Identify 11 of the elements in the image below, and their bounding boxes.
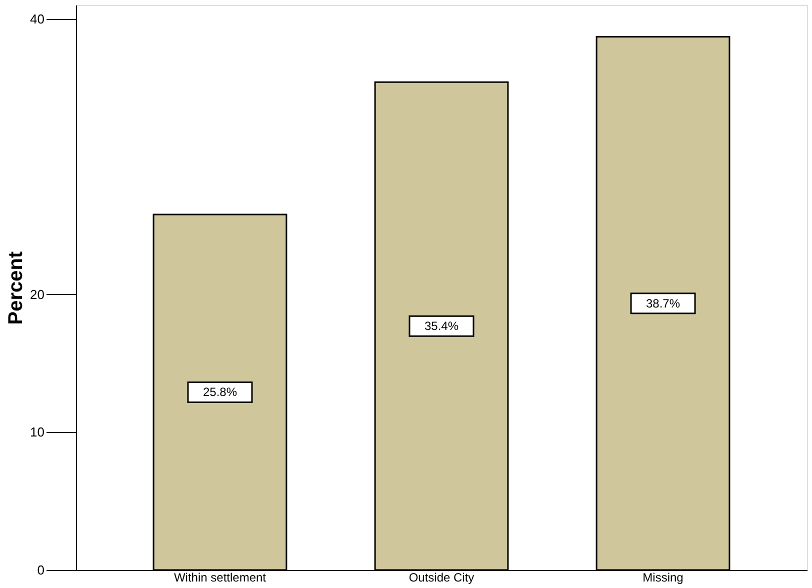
y-tick-label: 40 xyxy=(30,11,44,26)
y-tick-label: 20 xyxy=(30,286,44,302)
data-label: 38.7% xyxy=(646,296,680,310)
data-label: 35.4% xyxy=(424,319,459,334)
y-axis-title: Percent xyxy=(5,250,28,325)
x-tick-label: Missing xyxy=(642,570,684,584)
x-tick-label: Within settlement xyxy=(174,570,267,584)
y-tick-label: 10 xyxy=(30,424,44,440)
data-label: 25.8% xyxy=(202,385,238,400)
x-tick-label: Outside City xyxy=(408,570,474,584)
y-tick-label: 0 xyxy=(37,562,44,578)
